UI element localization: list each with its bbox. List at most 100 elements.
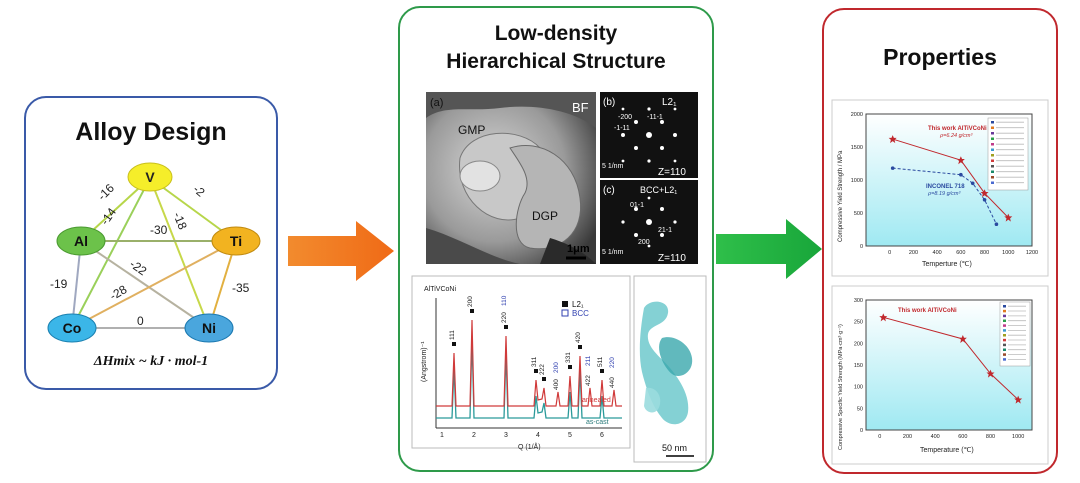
chart2-point-star [1014, 395, 1023, 404]
edge-label-v-ti: -2 [190, 182, 207, 200]
structure-panel: Low-density Hierarchical Structure (a) B… [398, 6, 714, 472]
chart2-legend-marker [1003, 353, 1006, 356]
chart1-point [994, 222, 999, 227]
chart1-legend-marker [991, 132, 994, 135]
xrd-peak-bcc-211: 211 [585, 355, 592, 366]
diffraction-c-zone: Z=110 [658, 253, 686, 264]
svg-text:Al: Al [74, 233, 88, 249]
chart1-x-axis-label: Temperture (℃) [922, 261, 972, 268]
tem-gmp-label: GMP [458, 123, 485, 137]
chart1-inconel-label: INCONEL 718 [926, 184, 965, 190]
chart2-legend-marker [1003, 305, 1006, 308]
chart2-series-line [883, 316, 1019, 401]
xrd-peak-markers [452, 309, 604, 381]
chart1-this-work-label: This work AlTiVCoNi [928, 126, 987, 132]
chart2-ytick: 50 [857, 406, 863, 412]
chart2-ytick: 100 [854, 385, 863, 391]
xrd-xtick-1: 1 [440, 432, 444, 439]
chart1-legend-marker [991, 181, 994, 184]
apt-reconstruction-image [633, 275, 707, 463]
chart2-xtick: 400 [931, 434, 940, 440]
diffraction-b-label: (b) [603, 97, 615, 108]
xrd-peak-511: 511 [597, 356, 604, 367]
diffraction-c-spot-3: 200 [638, 239, 650, 246]
chart2-legend [999, 301, 1031, 367]
chart2-xtick: 0 [878, 434, 881, 440]
chart1-ytick: 2000 [851, 112, 863, 118]
chart1-legend-marker [991, 143, 994, 146]
chart1-legend-marker [991, 137, 994, 140]
chart1-legend-marker [991, 159, 994, 162]
chart2-xtick: 200 [903, 434, 912, 440]
chart1-ytick: 1500 [851, 145, 863, 151]
svg-text:V: V [145, 169, 155, 185]
chart1-xtick: 800 [980, 250, 989, 256]
chart2-point-star [958, 335, 967, 343]
diffraction-pattern-b [600, 92, 698, 178]
chart1-xtick: 600 [956, 250, 965, 256]
chart1-ytick: 0 [860, 244, 863, 250]
diffraction-c-label: (c) [603, 185, 615, 196]
xrd-peak-222: 222 [539, 364, 546, 375]
diffraction-b-spot-2: -11-1 [647, 114, 663, 121]
properties-title: Properties [883, 44, 997, 70]
apt-scale-label: 50 nm [662, 443, 687, 453]
chart1-ytick: 1000 [851, 178, 863, 184]
chart1-legend-marker [991, 170, 994, 173]
xrd-xtick-6: 6 [600, 432, 604, 439]
structure-title-line1: Low-density [494, 22, 618, 45]
chart1-point [959, 172, 963, 177]
chart2-ytick: 300 [854, 298, 863, 304]
diffraction-b-spot-3: -1-11 [614, 125, 630, 132]
chart1-xtick: 400 [933, 250, 942, 256]
chart1-point [970, 181, 975, 186]
xrd-xtick-5: 5 [568, 432, 572, 439]
xrd-x-axis-label: Q (1/Å) [518, 442, 541, 451]
chart1-legend-marker [991, 154, 994, 157]
chart1-point [982, 198, 987, 202]
chart1-y-axis-label: Compressive Yield Strength / MPa [838, 150, 844, 242]
structure-figures: (a) BF GMP DGP 1μm (b) L2₁ -200 -11-1 -1… [411, 92, 707, 463]
arrow-structure-to-properties [716, 219, 822, 279]
properties-panel: Properties 0 500 1000 1500 2000 0 200 400 600 800… [822, 8, 1058, 474]
xrd-peak-111: 111 [449, 330, 456, 340]
chart1-xtick: 1000 [1002, 250, 1014, 256]
svg-text:Ni: Ni [202, 320, 216, 336]
xrd-y-axis-label: (Angstrom)⁻¹ [421, 341, 428, 382]
chart1-xtick: 200 [909, 250, 918, 256]
node-ni: Ni [184, 313, 234, 343]
diffraction-c-scale: 5 1/nm [602, 249, 624, 256]
xrd-pattern [411, 275, 631, 449]
diffraction-b-zone: Z=110 [658, 167, 686, 178]
xrd-peak-bcc-200: 200 [553, 362, 560, 373]
chart1-legend [987, 117, 1029, 191]
structure-title-line2: Hierarchical Structure [446, 50, 666, 73]
chart1-series-line [892, 138, 1009, 218]
chart2-legend-marker [1003, 338, 1006, 342]
chart2-legend-marker [1003, 319, 1006, 322]
chart1-ytick: 500 [854, 211, 863, 217]
node-co: Co [47, 313, 97, 343]
edge-label-al-ti: -30 [150, 223, 168, 237]
diffraction-b-scale: 5 1/nm [602, 163, 624, 170]
chart2-ytick: 200 [854, 341, 863, 347]
svg-text:Co: Co [63, 320, 82, 336]
chart2-point-star [879, 313, 888, 322]
chart2-legend-marker [1003, 314, 1006, 318]
xrd-legend-bcc: BCC [572, 309, 589, 318]
edge-label-v-al: -16 [95, 181, 117, 203]
xrd-xtick-3: 3 [504, 432, 508, 439]
diffraction-pattern-c [600, 180, 698, 264]
xrd-peak-420: 420 [575, 332, 582, 343]
diffraction-c-spot-1: 01-1 [630, 202, 644, 209]
tem-bf-label: BF [572, 100, 589, 115]
chart1-legend-marker [991, 176, 994, 179]
xrd-peak-220: 220 [501, 312, 508, 323]
xrd-peak-400: 400 [553, 379, 560, 390]
xrd-peak-440: 440 [609, 377, 616, 388]
chart2-ytick: 150 [854, 363, 863, 369]
arrow-design-to-structure [288, 221, 394, 281]
chart2-ytick: 250 [854, 320, 863, 326]
chart2-point-star [986, 369, 995, 378]
